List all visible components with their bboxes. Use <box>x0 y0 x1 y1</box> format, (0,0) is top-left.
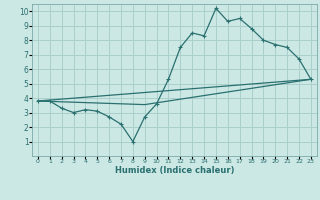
X-axis label: Humidex (Indice chaleur): Humidex (Indice chaleur) <box>115 166 234 175</box>
